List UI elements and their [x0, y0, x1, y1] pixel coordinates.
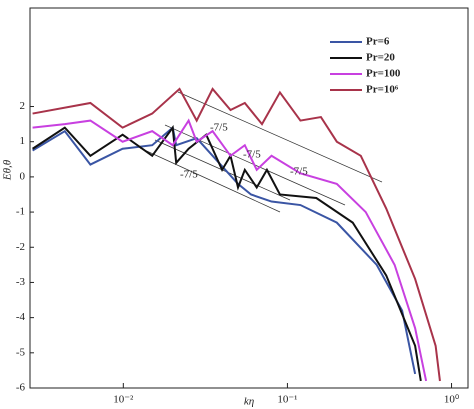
legend [322, 32, 446, 104]
slope-line [139, 147, 281, 213]
x-axis-label: kη [244, 396, 254, 408]
annotation: -7/5 [210, 122, 228, 134]
y-tick-label: 0 [20, 170, 26, 182]
plot-frame [29, 7, 469, 389]
annotation: -7/5 [180, 169, 198, 181]
y-tick-label: -5 [16, 346, 26, 358]
y-tick-label: -4 [16, 311, 26, 323]
x-tick-label: 10⁻² [113, 394, 134, 406]
y-tick-label: -6 [16, 382, 26, 394]
y-tick-label: -3 [16, 276, 26, 288]
x-tick-label: 10⁻¹ [277, 394, 297, 406]
legend-label: Pr=100 [366, 68, 401, 80]
legend-label: Pr=6 [366, 36, 390, 48]
annotation: -7/5 [290, 166, 308, 178]
series-line [32, 118, 428, 382]
x-tick-label: 10⁰ [444, 394, 460, 406]
slope-line [177, 91, 383, 183]
annotation: -7/5 [243, 149, 261, 161]
y-tick-label: 1 [20, 135, 26, 147]
y-axis-label: Eθ,θ [2, 159, 14, 181]
legend-label: Pr=20 [366, 52, 395, 64]
series-line [32, 125, 417, 375]
y-tick-label: -1 [16, 206, 25, 218]
y-tick-label: 2 [20, 100, 26, 112]
series-line [32, 124, 422, 382]
legend-label: Pr=10⁶ [366, 84, 399, 96]
y-tick-label: -2 [16, 241, 25, 253]
series-line [32, 87, 441, 382]
